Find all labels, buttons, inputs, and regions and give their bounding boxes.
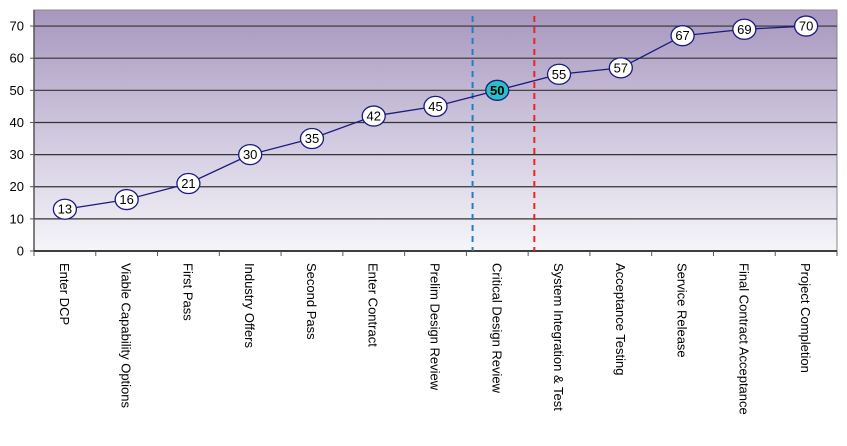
data-point: 21 [176,172,201,195]
data-point: 45 [423,95,448,118]
plot-area [33,9,838,252]
gridlines [34,25,837,220]
x-tick-label: Enter Contract [366,263,381,347]
x-tick-label: Industry Offers [242,263,257,349]
data-marker [608,57,633,79]
data-label: 50 [490,83,504,98]
data-marker [238,143,263,166]
data-label: 55 [552,67,566,82]
data-marker [52,198,78,220]
x-tick-label: Enter DCP [57,263,72,325]
data-marker [114,188,139,211]
data-marker [793,15,819,37]
data-marker [546,63,572,85]
y-tick-label: 20 [10,179,24,194]
data-label: 30 [243,147,257,162]
x-tick-label: Viable Capability Options [119,263,134,409]
y-axis: 0 10 20 30 40 50 60 70 [10,10,35,259]
data-marker [176,172,201,195]
data-marker [670,25,695,47]
y-tick-label: 30 [10,147,24,162]
x-tick-label: Prelim Design Review [428,263,443,391]
y-tick-label: 40 [10,115,24,130]
data-label: 35 [305,131,319,146]
x-tick-label: Second Pass [304,263,319,340]
data-label: 21 [181,176,195,191]
data-point: 16 [114,188,139,211]
data-point: 13 [52,198,78,220]
data-label: 16 [119,192,133,207]
data-point: 42 [361,105,386,127]
data-label: 45 [428,99,442,114]
data-point: 70 [793,15,819,37]
data-point: 35 [299,127,325,150]
y-tick-label: 0 [17,244,24,259]
x-tick-label: Final Contract Acceptance [736,263,751,415]
data-points: 13 16 21 30 35 42 45 50 55 57 67 69 70 [52,15,819,220]
y-tick-label: 60 [10,51,24,66]
data-label: 69 [737,22,751,37]
x-tick-label: Service Release [675,263,690,358]
x-tick-label: Critical Design Review [489,263,504,394]
highlighted-data-point: 50 [485,79,510,101]
data-marker [299,127,325,150]
data-point: 55 [546,63,572,85]
data-point: 57 [608,57,633,79]
data-marker [361,105,386,127]
data-point: 67 [670,25,695,47]
data-label: 67 [675,28,689,43]
x-axis: Enter DCP Viable Capability Options First … [33,250,838,415]
x-tick-label: System Integration & Test [551,263,566,411]
data-label: 13 [58,202,72,217]
y-tick-label: 70 [10,19,24,34]
data-label: 42 [366,109,380,124]
y-tick-label: 50 [10,83,24,98]
x-tick-label: Acceptance Testing [613,263,628,376]
x-tick-label: First Pass [180,263,195,321]
data-marker [485,79,510,101]
data-label: 57 [614,60,628,75]
data-marker [423,95,448,118]
data-label: 70 [799,19,813,34]
data-point: 30 [238,143,263,166]
data-marker [732,18,757,40]
y-tick-label: 10 [10,211,24,226]
data-point: 69 [732,18,757,40]
x-tick-label: Project Completion [798,263,813,373]
